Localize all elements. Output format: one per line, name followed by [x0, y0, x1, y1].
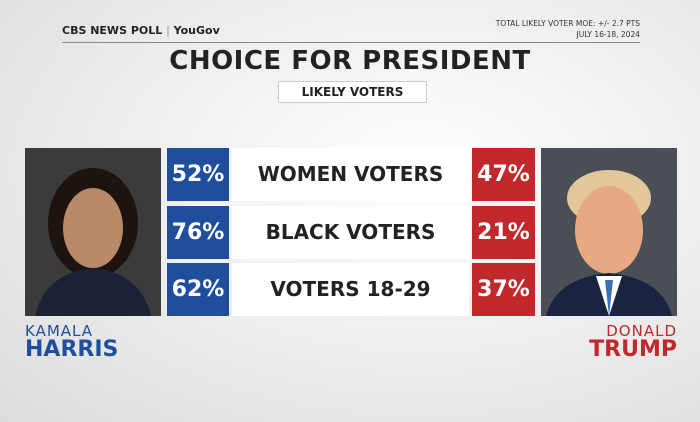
trump-share: 47%	[472, 148, 535, 201]
harris-last: HARRIS	[25, 337, 119, 362]
harris-first: KAMALA	[25, 322, 93, 340]
group-label: WOMEN VOTERS	[232, 148, 469, 201]
harris-photo	[25, 148, 161, 316]
partner: YouGov	[173, 24, 220, 37]
divider	[62, 42, 640, 43]
harris-share: 62%	[167, 263, 229, 316]
subtitle: LIKELY VOTERS	[278, 81, 427, 103]
brand-text: CBS NEWS POLL	[62, 24, 163, 37]
trump-share: 37%	[472, 263, 535, 316]
trump-portrait	[546, 170, 672, 316]
trump-photo	[541, 148, 677, 316]
harris-portrait	[35, 168, 151, 316]
trump-share: 21%	[472, 206, 535, 259]
moe: TOTAL LIKELY VOTER MOE: +/- 2.7 PTS	[495, 19, 640, 28]
group-label: BLACK VOTERS	[232, 206, 469, 259]
harris-share: 52%	[167, 148, 229, 201]
group-label: VOTERS 18-29	[232, 263, 469, 316]
dates: JULY 16-18, 2024	[576, 30, 641, 39]
trump-first: DONALD	[606, 322, 677, 340]
brand: CBS NEWS POLL | YouGov	[62, 24, 220, 37]
trump-last: TRUMP	[589, 337, 677, 362]
harris-share: 76%	[167, 206, 229, 259]
title: CHOICE FOR PRESIDENT	[169, 46, 531, 76]
